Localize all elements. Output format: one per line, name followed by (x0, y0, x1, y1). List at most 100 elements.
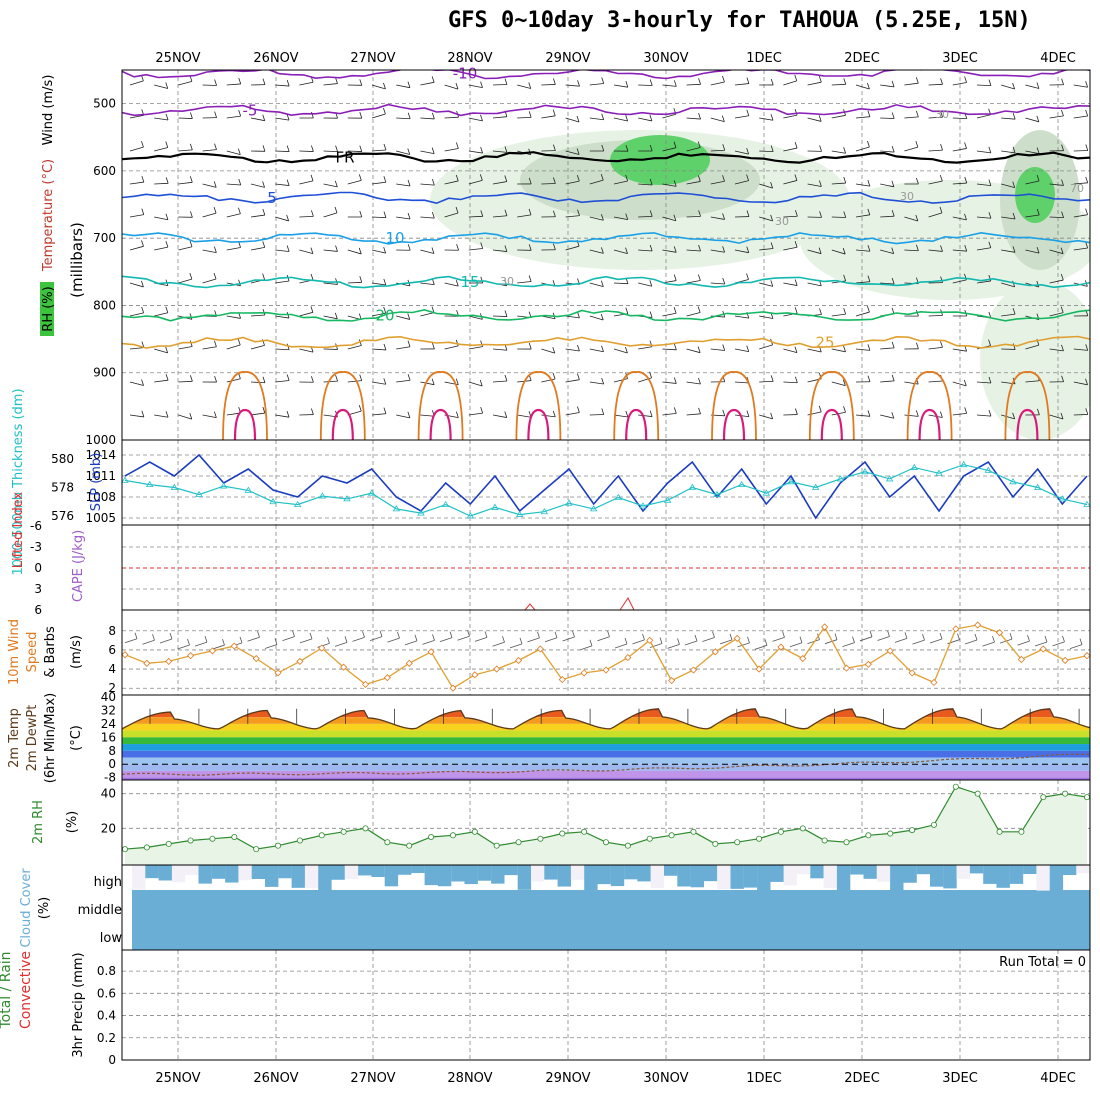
rh-marker (865, 832, 872, 839)
wind-barb (831, 114, 846, 119)
wind-barb (1049, 348, 1064, 352)
wind-barb (831, 249, 846, 255)
wind-barb (1061, 78, 1064, 85)
wind-barb (553, 144, 556, 151)
wind-barb (1073, 214, 1088, 218)
rh-marker (122, 846, 129, 853)
wind-barb (262, 78, 266, 85)
wind-barb (504, 78, 508, 85)
wind-barb (455, 339, 459, 346)
wind-barb (697, 175, 701, 182)
wind-speed-marker (602, 666, 610, 674)
x-tick-label-top: 1DEC (746, 51, 782, 66)
wind-barb (613, 216, 628, 221)
wind-barb (976, 84, 992, 87)
wind-barb (250, 314, 265, 317)
wind-barb (880, 249, 894, 254)
wind-barb (310, 306, 314, 313)
rh-label: 30 (900, 190, 914, 203)
wind-barb (577, 80, 580, 87)
wind-barb (964, 142, 967, 149)
wind-barb (154, 348, 168, 354)
wind-barb-10m (362, 631, 365, 638)
wind-barb-10m (404, 640, 418, 646)
wind-barb (964, 213, 967, 220)
wind-barb (746, 273, 749, 280)
wind-barb (565, 150, 580, 155)
wind-barb (976, 216, 991, 219)
wind-barb (722, 213, 725, 220)
axis-label: 1000-500mb Thickness (dm) (11, 388, 26, 575)
wind-barb (226, 247, 241, 251)
cloud-high-bar (664, 865, 678, 876)
x-tick-label-bottom: 29NOV (545, 1071, 590, 1086)
wind-barb (928, 414, 943, 418)
cloud-high-bar (185, 865, 199, 875)
wind-barb (1025, 214, 1040, 218)
wind-barb (250, 214, 265, 218)
x-tick-label-top: 30NOV (643, 51, 688, 66)
wind-barb (165, 82, 169, 89)
wind-barb (335, 77, 338, 84)
wind-barb (1036, 82, 1040, 89)
thickness-marker (293, 500, 302, 507)
wind-speed-marker (449, 684, 457, 692)
wind-barb (891, 145, 895, 153)
wind-barb-10m (327, 637, 330, 644)
axis-label-line: (°C) (69, 725, 84, 751)
wind-barb (504, 146, 508, 153)
temperature-area (122, 695, 1090, 780)
axis-label-line: (%) (37, 897, 52, 920)
wind-barb (468, 248, 483, 251)
wind-barb-10m (922, 633, 925, 641)
wind-barb (492, 215, 507, 218)
wind-barb (843, 176, 847, 184)
wind-barb (963, 379, 967, 386)
axis-label-line: & Barbs (43, 626, 58, 678)
cloud-high-bar (610, 865, 625, 887)
wind-barb (842, 247, 846, 255)
wind-barb (916, 244, 919, 251)
wind-barb (759, 414, 773, 420)
wind-barb (831, 182, 846, 185)
wind-barb (1012, 113, 1016, 120)
rh-marker (449, 832, 456, 839)
wind-barb (383, 407, 387, 414)
wind-barb (710, 348, 725, 351)
wind-barb (190, 375, 193, 382)
wind-barb-10m (152, 634, 155, 641)
wind-barb (565, 84, 580, 87)
wind-barb (576, 175, 580, 182)
wind-barb (697, 306, 701, 313)
wind-barb (1061, 179, 1064, 186)
contour-label: 20 (375, 307, 394, 325)
wind-barb (213, 411, 217, 418)
wind-barb (601, 377, 605, 385)
wind-speed-marker (143, 659, 151, 667)
wind-barb (407, 374, 411, 381)
wind-barb (299, 249, 314, 254)
wind-speed-marker (340, 663, 348, 671)
cloud-high-bar (398, 865, 412, 875)
thickness-marker (787, 478, 795, 485)
wind-barb (783, 80, 797, 86)
wind-barb (638, 282, 652, 287)
wind-barb-10m (1017, 640, 1030, 646)
wind-barb (553, 177, 556, 184)
wind-barb (759, 183, 773, 189)
wind-barb (1012, 181, 1016, 188)
wind-barb (928, 314, 943, 317)
wind-barb (262, 181, 265, 188)
wind-barb (323, 183, 338, 188)
wind-barb (964, 76, 967, 83)
wind-barb (662, 412, 677, 416)
wind-barb-10m (799, 636, 803, 643)
wind-barb (891, 80, 895, 87)
wind-barb (1085, 241, 1089, 249)
wind-barb (1085, 344, 1089, 351)
cloud-high-bar (930, 865, 944, 887)
wind-speed-marker (974, 621, 982, 629)
wind-barb (396, 414, 410, 419)
y-tick-label: 0.2 (97, 1031, 116, 1045)
wind-barb (855, 183, 870, 187)
